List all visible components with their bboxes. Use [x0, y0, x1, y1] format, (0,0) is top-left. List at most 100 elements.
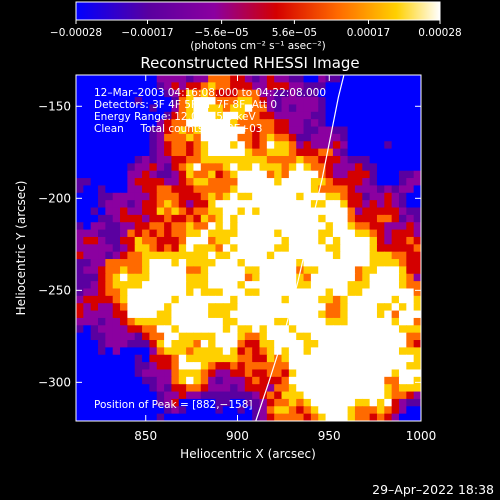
heatmap-cell — [318, 281, 327, 290]
heatmap-cell — [208, 413, 217, 421]
heatmap-cell — [186, 354, 195, 363]
heatmap-cell — [259, 310, 268, 319]
heatmap-cell — [149, 236, 158, 245]
heatmap-cell — [171, 244, 180, 253]
heatmap-cell — [208, 259, 217, 268]
heatmap-cell — [149, 376, 158, 385]
heatmap-cell — [83, 295, 92, 304]
heatmap-cell — [76, 89, 84, 98]
heatmap-cell — [134, 97, 143, 106]
heatmap-cell — [120, 251, 128, 260]
heatmap-cell — [178, 281, 187, 290]
heatmap-cell — [215, 82, 224, 91]
heatmap-cell — [208, 133, 217, 142]
heatmap-cell — [281, 369, 290, 378]
heatmap-cell — [376, 244, 385, 253]
heatmap-cell — [406, 133, 415, 142]
heatmap-cell — [193, 413, 202, 421]
heatmap-cell — [215, 89, 224, 98]
heatmap-cell — [98, 384, 106, 393]
heatmap-cell — [193, 89, 202, 98]
heatmap-cell — [222, 111, 231, 120]
heatmap-cell — [83, 376, 92, 385]
heatmap-cell — [310, 288, 319, 297]
heatmap-cell — [237, 89, 246, 98]
heatmap-cell — [230, 97, 239, 106]
heatmap-cell — [112, 185, 121, 194]
heatmap-cell — [274, 310, 283, 319]
heatmap-cell — [200, 155, 209, 164]
heatmap-cell — [127, 310, 136, 319]
heatmap-cell — [193, 391, 202, 400]
heatmap-cell — [332, 133, 341, 142]
heatmap-cell — [332, 207, 341, 216]
heatmap-cell — [296, 126, 305, 135]
heatmap-cell — [98, 89, 106, 98]
heatmap-cell — [274, 273, 283, 282]
heatmap-cell — [252, 89, 261, 98]
heatmap-cell — [325, 325, 334, 334]
heatmap-cell — [347, 148, 356, 157]
heatmap-cell — [230, 362, 239, 371]
heatmap-cell — [296, 75, 305, 83]
heatmap-cell — [200, 354, 209, 363]
heatmap-cell — [332, 303, 341, 312]
heatmap-cell — [208, 207, 217, 216]
heatmap-cell — [222, 295, 231, 304]
heatmap-cell — [200, 178, 209, 187]
heatmap-cell — [193, 398, 202, 407]
heatmap-cell — [413, 266, 421, 275]
heatmap-cell — [406, 155, 415, 164]
heatmap-cell — [83, 325, 92, 334]
heatmap-cell — [230, 340, 239, 348]
heatmap-cell — [362, 384, 371, 393]
heatmap-cell — [83, 222, 92, 231]
heatmap-cell — [186, 273, 195, 282]
heatmap-cell — [127, 281, 136, 290]
heatmap-cell — [252, 178, 261, 187]
heatmap-cell — [134, 104, 143, 113]
heatmap-cell — [208, 111, 217, 120]
heatmap-cell — [208, 354, 217, 363]
heatmap-cell — [296, 178, 305, 187]
heatmap-cell — [340, 200, 349, 209]
heatmap-cell — [149, 178, 158, 187]
heatmap-cell — [83, 236, 92, 245]
heatmap-cell — [230, 207, 239, 216]
heatmap-cell — [281, 266, 290, 275]
heatmap-cell — [105, 133, 114, 142]
heatmap-cell — [310, 332, 319, 341]
heatmap-cell — [318, 222, 327, 231]
heatmap-cell — [105, 310, 114, 319]
heatmap-cell — [384, 82, 393, 91]
heatmap-cell — [244, 89, 253, 98]
colorbar-tick-label: −0.00017 — [121, 27, 173, 39]
heatmap-cell — [252, 288, 261, 297]
heatmap-cell — [112, 133, 121, 142]
heatmap-cell — [134, 119, 143, 128]
heatmap-cell — [237, 288, 246, 297]
heatmap-cell — [134, 288, 143, 297]
heatmap-cell — [296, 200, 305, 209]
heatmap-cell — [259, 200, 268, 209]
heatmap-cell — [266, 222, 275, 231]
heatmap-cell — [303, 406, 312, 415]
heatmap-cell — [391, 391, 400, 400]
heatmap-cell — [171, 273, 180, 282]
heatmap-cell — [83, 207, 92, 216]
heatmap-cell — [362, 126, 371, 135]
heatmap-cell — [384, 266, 393, 275]
heatmap-cell — [391, 317, 400, 326]
heatmap-cell — [332, 340, 341, 348]
heatmap-cell — [200, 332, 209, 341]
heatmap-cell — [200, 413, 209, 421]
heatmap-cell — [318, 317, 327, 326]
heatmap-cell — [112, 178, 121, 187]
heatmap-cell — [325, 251, 334, 260]
heatmap-cell — [244, 111, 253, 120]
heatmap-cell — [332, 126, 341, 135]
heatmap-cell — [178, 170, 187, 179]
heatmap-cell — [76, 273, 84, 282]
heatmap-cell — [149, 200, 158, 209]
heatmap-cell — [186, 126, 195, 135]
